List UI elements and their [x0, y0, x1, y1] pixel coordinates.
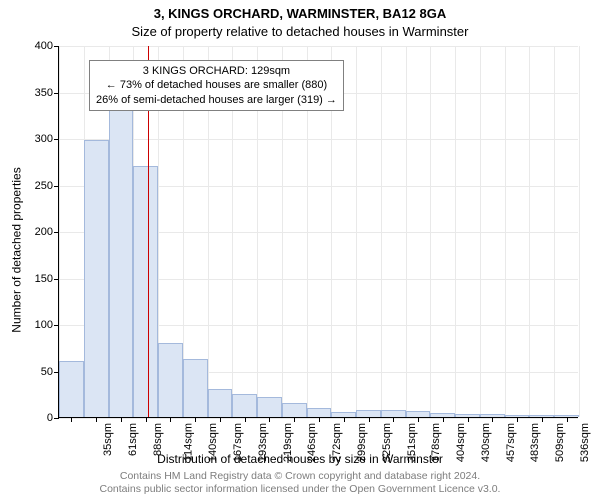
x-tick-mark [567, 417, 568, 422]
y-tick-label: 150 [35, 273, 59, 285]
y-tick-label: 200 [35, 226, 59, 238]
x-tick-mark [170, 417, 171, 422]
y-tick-label: 250 [35, 180, 59, 192]
y-tick-label: 0 [47, 412, 59, 424]
gridline-vertical [529, 46, 530, 417]
histogram-bar [307, 408, 332, 417]
x-tick-mark [542, 417, 543, 422]
histogram-bar [158, 343, 183, 417]
x-tick-mark [195, 417, 196, 422]
x-tick-mark [517, 417, 518, 422]
x-tick-mark [468, 417, 469, 422]
x-tick-mark [220, 417, 221, 422]
x-tick-mark [369, 417, 370, 422]
gridline-horizontal [59, 139, 578, 140]
y-tick-label: 400 [35, 40, 59, 52]
chart-container: 3, KINGS ORCHARD, WARMINSTER, BA12 8GA S… [0, 0, 600, 500]
histogram-bar [257, 397, 282, 417]
histogram-bar [282, 403, 307, 417]
annotation-line2: ← 73% of detached houses are smaller (88… [96, 78, 337, 92]
gridline-vertical [480, 46, 481, 417]
histogram-bar [232, 394, 257, 417]
histogram-bar [208, 389, 233, 417]
y-axis-label: Number of detached properties [10, 167, 24, 332]
histogram-bar [356, 410, 381, 417]
y-tick-label: 100 [35, 319, 59, 331]
footer-attribution: Contains HM Land Registry data © Crown c… [0, 470, 600, 496]
histogram-bar [59, 361, 84, 417]
x-tick-mark [71, 417, 72, 422]
x-tick-mark [393, 417, 394, 422]
gridline-vertical [554, 46, 555, 417]
gridline-horizontal [59, 46, 578, 47]
annotation-line1: 3 KINGS ORCHARD: 129sqm [96, 64, 337, 78]
x-tick-mark [443, 417, 444, 422]
annotation-line3: 26% of semi-detached houses are larger (… [96, 93, 337, 107]
footer-line2: Contains public sector information licen… [0, 483, 600, 496]
gridline-vertical [455, 46, 456, 417]
y-tick-label: 350 [35, 87, 59, 99]
histogram-bar [381, 410, 406, 417]
gridline-vertical [579, 46, 580, 417]
x-tick-mark [294, 417, 295, 422]
x-axis-label: Distribution of detached houses by size … [0, 452, 600, 466]
footer-line1: Contains HM Land Registry data © Crown c… [0, 470, 600, 483]
histogram-bar [183, 359, 208, 417]
gridline-vertical [356, 46, 357, 417]
y-tick-label: 300 [35, 133, 59, 145]
x-tick-mark [245, 417, 246, 422]
histogram-bar [109, 105, 134, 417]
gridline-vertical [381, 46, 382, 417]
chart-title-line2: Size of property relative to detached ho… [0, 24, 600, 39]
x-tick-mark [492, 417, 493, 422]
gridline-vertical [406, 46, 407, 417]
gridline-vertical [505, 46, 506, 417]
gridline-vertical [430, 46, 431, 417]
histogram-bar [133, 166, 158, 417]
chart-title-line1: 3, KINGS ORCHARD, WARMINSTER, BA12 8GA [0, 6, 600, 21]
x-tick-mark [121, 417, 122, 422]
x-tick-mark [96, 417, 97, 422]
plot-area: 05010015020025030035040035sqm61sqm88sqm1… [58, 46, 578, 418]
annotation-box: 3 KINGS ORCHARD: 129sqm← 73% of detached… [89, 60, 344, 111]
y-tick-label: 50 [41, 366, 59, 378]
x-tick-mark [319, 417, 320, 422]
x-tick-mark [344, 417, 345, 422]
histogram-bar [84, 140, 109, 417]
x-tick-mark [146, 417, 147, 422]
x-tick-mark [269, 417, 270, 422]
x-tick-mark [418, 417, 419, 422]
